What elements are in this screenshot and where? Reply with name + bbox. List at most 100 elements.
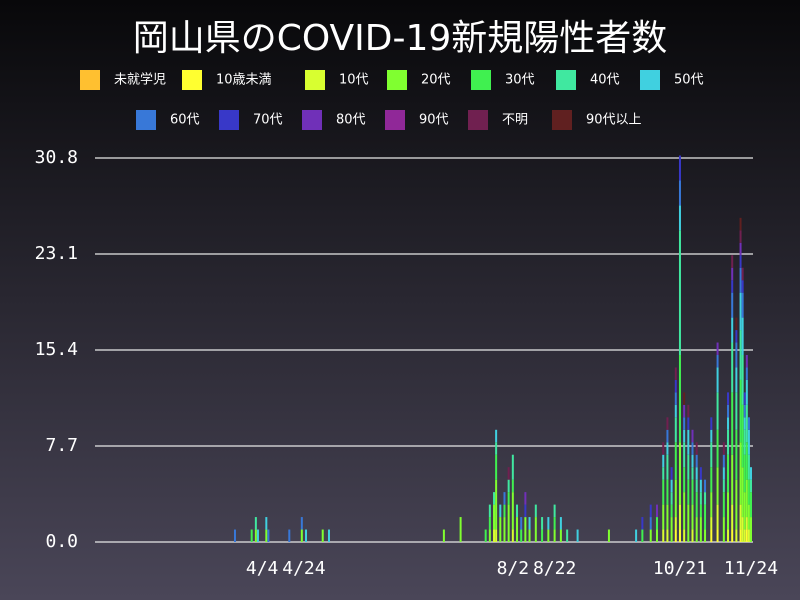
legend-label: 70代 <box>253 113 283 128</box>
bar-segment <box>254 529 257 542</box>
legend-label: 40代 <box>590 73 620 88</box>
bar-segment <box>662 454 665 468</box>
bar-segment <box>534 504 537 518</box>
bar-segment <box>735 330 738 343</box>
bar-segment <box>528 517 531 530</box>
legend-label: 10歳未満 <box>216 73 272 88</box>
bar-segment <box>524 517 527 542</box>
bar-segment <box>710 492 713 518</box>
bar-segment <box>727 454 730 493</box>
bar-segment <box>678 529 681 542</box>
bar-segment <box>727 417 730 430</box>
bar-segment <box>735 529 738 542</box>
bar-segment <box>731 317 734 343</box>
bar-segment <box>695 454 698 468</box>
legend-swatch <box>302 110 322 130</box>
bar-segment <box>670 467 673 480</box>
bar-segment <box>674 392 677 405</box>
bar-segment <box>662 442 665 455</box>
bar-segment <box>683 492 686 530</box>
bar-segment <box>655 517 658 530</box>
bar-segment <box>484 529 487 542</box>
x-tick-label: 8/22 <box>533 558 576 579</box>
bar-segment <box>559 529 562 542</box>
bar-segment <box>534 517 537 542</box>
bar-segment <box>691 479 694 505</box>
bar-segment <box>731 292 734 318</box>
bar-segment <box>735 479 738 530</box>
bar-segment <box>607 529 610 542</box>
bar-segment <box>741 317 744 355</box>
bar-segment <box>731 255 734 268</box>
x-tick-label: 10/21 <box>653 558 707 579</box>
bar-segment <box>499 517 502 542</box>
bar-segment <box>553 517 556 530</box>
bar-segment <box>678 442 681 505</box>
bar-segment <box>493 492 496 505</box>
legend-swatch <box>385 110 405 130</box>
bar-segment <box>678 180 681 206</box>
bar-segment <box>691 454 694 468</box>
bar-segment <box>710 417 713 430</box>
bar-segment <box>666 429 669 443</box>
legend-label: 20代 <box>421 73 451 88</box>
legend-swatch <box>305 70 325 90</box>
bar-segment <box>731 280 734 293</box>
x-tick-label: 4/4 <box>246 558 279 579</box>
bar-segment <box>743 492 746 530</box>
bar-segment <box>649 517 652 530</box>
bar-segment <box>695 517 698 542</box>
bar-segment <box>741 267 744 281</box>
bar-segment <box>699 492 702 505</box>
bar-segment <box>743 529 746 542</box>
bar-segment <box>750 517 752 542</box>
bar-segment <box>704 492 707 505</box>
legend-swatch <box>556 70 576 90</box>
bar-segment <box>731 267 734 281</box>
y-tick-label: 15.4 <box>35 339 78 360</box>
bar-segment <box>520 529 523 542</box>
bar-segment <box>670 517 673 542</box>
bar-segment <box>655 529 658 542</box>
bar-segment <box>641 529 644 542</box>
bar-segment <box>559 517 562 530</box>
bar-segment <box>722 517 725 542</box>
bar-segment <box>495 442 498 455</box>
bar-segment <box>741 517 744 542</box>
bar-segment <box>691 467 694 480</box>
bar-segment <box>710 467 713 493</box>
bar-segment <box>493 529 496 542</box>
bar-segment <box>716 429 719 468</box>
bar-segment <box>695 492 698 518</box>
bar-segment <box>678 230 681 355</box>
bar-segment <box>670 479 673 493</box>
legend-swatch <box>552 110 572 130</box>
bar-segment <box>670 492 673 505</box>
bar-segment <box>674 404 677 418</box>
bar-segment <box>747 529 750 542</box>
bar-segment <box>710 442 713 468</box>
legend-swatch <box>182 70 202 90</box>
legend-swatch <box>471 70 491 90</box>
bar-segment <box>327 529 330 542</box>
bar-segment <box>666 442 669 455</box>
bar-segment <box>727 404 730 418</box>
bar-segment <box>553 504 556 518</box>
bar-segment <box>699 517 702 542</box>
bar-segment <box>687 404 690 418</box>
legend-label: 30代 <box>505 73 535 88</box>
bar-segment <box>442 529 445 542</box>
bar-segment <box>735 367 738 393</box>
bar-segment <box>695 442 698 455</box>
bar-segment <box>731 392 734 455</box>
bar-segment <box>655 504 658 518</box>
bar-segment <box>566 529 569 542</box>
bar-segment <box>662 467 665 480</box>
bar-segment <box>727 529 730 542</box>
y-tick-label: 23.1 <box>35 243 78 264</box>
legend-swatch <box>219 110 239 130</box>
bar-segment <box>678 354 681 443</box>
bar-segment <box>739 504 742 530</box>
legend-label: 未就学児 <box>114 72 166 88</box>
x-tick-label: 8/2 <box>497 558 530 579</box>
